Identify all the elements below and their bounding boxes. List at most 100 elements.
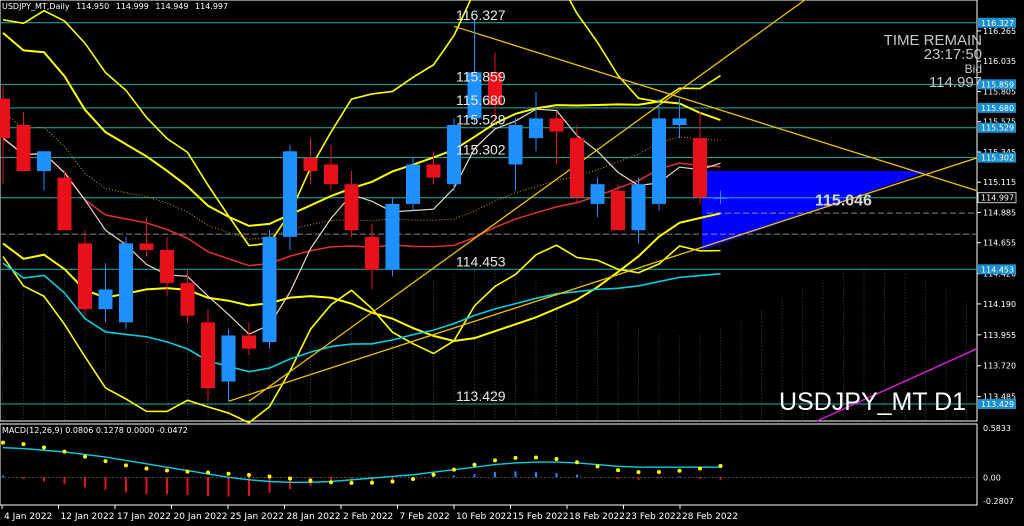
macd-dot: [349, 480, 354, 485]
price-tag: [978, 399, 1016, 410]
candle-bull: [447, 124, 461, 185]
macd-dot: [370, 480, 374, 485]
time-remain-label: TIME REMAIN: [883, 32, 982, 49]
price-tag: [978, 152, 1016, 163]
candles: [0, 19, 728, 402]
level-label: 115.529: [456, 112, 506, 128]
macd-dot: [472, 462, 477, 467]
ohlc-close: 114.997: [195, 2, 229, 11]
ohlc-low: 114.949: [155, 2, 189, 11]
level-label: 115.859: [456, 68, 506, 84]
price-tag-label: 115.680: [981, 104, 1014, 113]
candle-bull: [119, 243, 133, 323]
level-label: 115.302: [456, 142, 506, 158]
y-tick-label: 116.035: [983, 57, 1016, 66]
macd-dot: [288, 476, 292, 481]
candle-bear: [16, 124, 31, 172]
x-tick-label: 28 Jan 2022: [287, 512, 341, 522]
macd-dot: [124, 463, 128, 468]
price-tag-label: 115.529: [981, 124, 1014, 133]
level-label: 115.680: [456, 92, 506, 108]
candle-bear: [611, 190, 625, 231]
macd-dot: [83, 454, 87, 459]
candle-bull: [98, 289, 113, 310]
symbol-timeframe: USDJPY_MT,Daily: [2, 2, 70, 11]
macd-dot: [247, 472, 251, 477]
ohlc-high: 114.999: [115, 2, 149, 11]
candle-bull: [467, 72, 482, 119]
candle-bull: [590, 184, 605, 204]
time-axis: 4 Jan 2022 12 Jan 2022 17 Jan 2022 20 Jan 2…: [1, 505, 738, 522]
price-tag-label: 116.327: [981, 19, 1014, 28]
level-label: 116.327: [456, 7, 506, 23]
macd-dot: [185, 469, 190, 474]
candle-bull: [385, 203, 400, 270]
candle-bull: [221, 335, 236, 382]
macd-dot: [62, 449, 67, 454]
envelope-lower-line: [2, 244, 721, 424]
price-tag: [978, 17, 1016, 28]
macd-pane-border: [0, 423, 978, 506]
price-tag-label: 115.859: [981, 80, 1014, 89]
macd-dot: [21, 442, 26, 447]
x-tick-label: 18 Feb 2022: [569, 512, 625, 522]
candle-bear: [242, 335, 256, 349]
magenta-line: [816, 347, 978, 422]
macd-dot: [452, 467, 456, 472]
level-label: 114.453: [456, 253, 506, 269]
candle-bull: [672, 118, 687, 125]
macd-dot: [308, 478, 313, 483]
candle-bull: [508, 124, 523, 165]
candle-bear: [693, 138, 707, 198]
y-tick-label: 116.265: [983, 27, 1016, 36]
macd-dot: [636, 470, 641, 475]
macd-dot: [1, 440, 5, 445]
price-tag-label: 115.302: [981, 154, 1014, 163]
bid-label: Bid: [964, 62, 982, 76]
macd-dot: [226, 471, 231, 476]
ma-long-line: [2, 262, 721, 373]
macd-dot: [411, 477, 415, 482]
price-axis: 116.265 116.035 115.805 115.575 115.345 115.1…: [977, 17, 1017, 410]
x-tick-label: 15 Feb 2022: [513, 512, 569, 522]
level-labels: 116.327 115.859 115.680 115.529 115.302 114.4…: [456, 7, 872, 404]
candle-bear: [139, 243, 154, 250]
macd-tick-label: -0.2807: [983, 497, 1014, 506]
y-tick-label: 115.345: [983, 148, 1016, 157]
macd-dot: [657, 469, 661, 474]
macd-dot: [616, 468, 620, 473]
level-label: 113.429: [456, 388, 506, 404]
time-remain-panel: TIME REMAIN 23:17:50 Bid 114.997: [883, 32, 982, 90]
price-tag-label: 113.429: [981, 400, 1014, 409]
x-tick-label: 20 Jan 2022: [174, 512, 228, 522]
y-tick-label: 114.190: [983, 300, 1016, 309]
macd-dot: [390, 479, 395, 484]
macd-label: MACD(12,26,9) 0.0806 0.1278 0.0000 -0.04…: [2, 426, 188, 435]
forecast-label: 115.046: [815, 192, 872, 209]
candle-bull: [262, 236, 277, 343]
price-tag: [978, 79, 1016, 90]
y-tick-label: 113.955: [983, 331, 1016, 340]
candle-bull: [652, 118, 666, 204]
macd-dot: [267, 474, 272, 479]
macd-dot: [595, 464, 600, 469]
y-tick-label: 114.885: [983, 208, 1016, 217]
macd-dot: [493, 458, 497, 463]
envelope-upper-line: [2, 0, 721, 247]
macd-dot: [534, 455, 538, 460]
candle-bull: [37, 151, 51, 172]
candle-bull: [529, 118, 543, 139]
x-tick-label: 4 Jan 2022: [4, 512, 52, 522]
candle-bear: [57, 177, 72, 231]
x-tick-label: 10 Feb 2022: [456, 512, 512, 522]
y-tick-label: 113.485: [983, 393, 1016, 402]
macd-dot: [42, 445, 46, 450]
x-tick-label: 2 Feb 2022: [343, 512, 393, 522]
macd-dot: [103, 459, 108, 464]
candle-bear: [0, 98, 10, 139]
macd-dot: [677, 468, 682, 473]
x-tick-label: 7 Feb 2022: [400, 512, 450, 522]
candle-bear: [365, 236, 379, 270]
trendline-support: [228, 157, 978, 402]
